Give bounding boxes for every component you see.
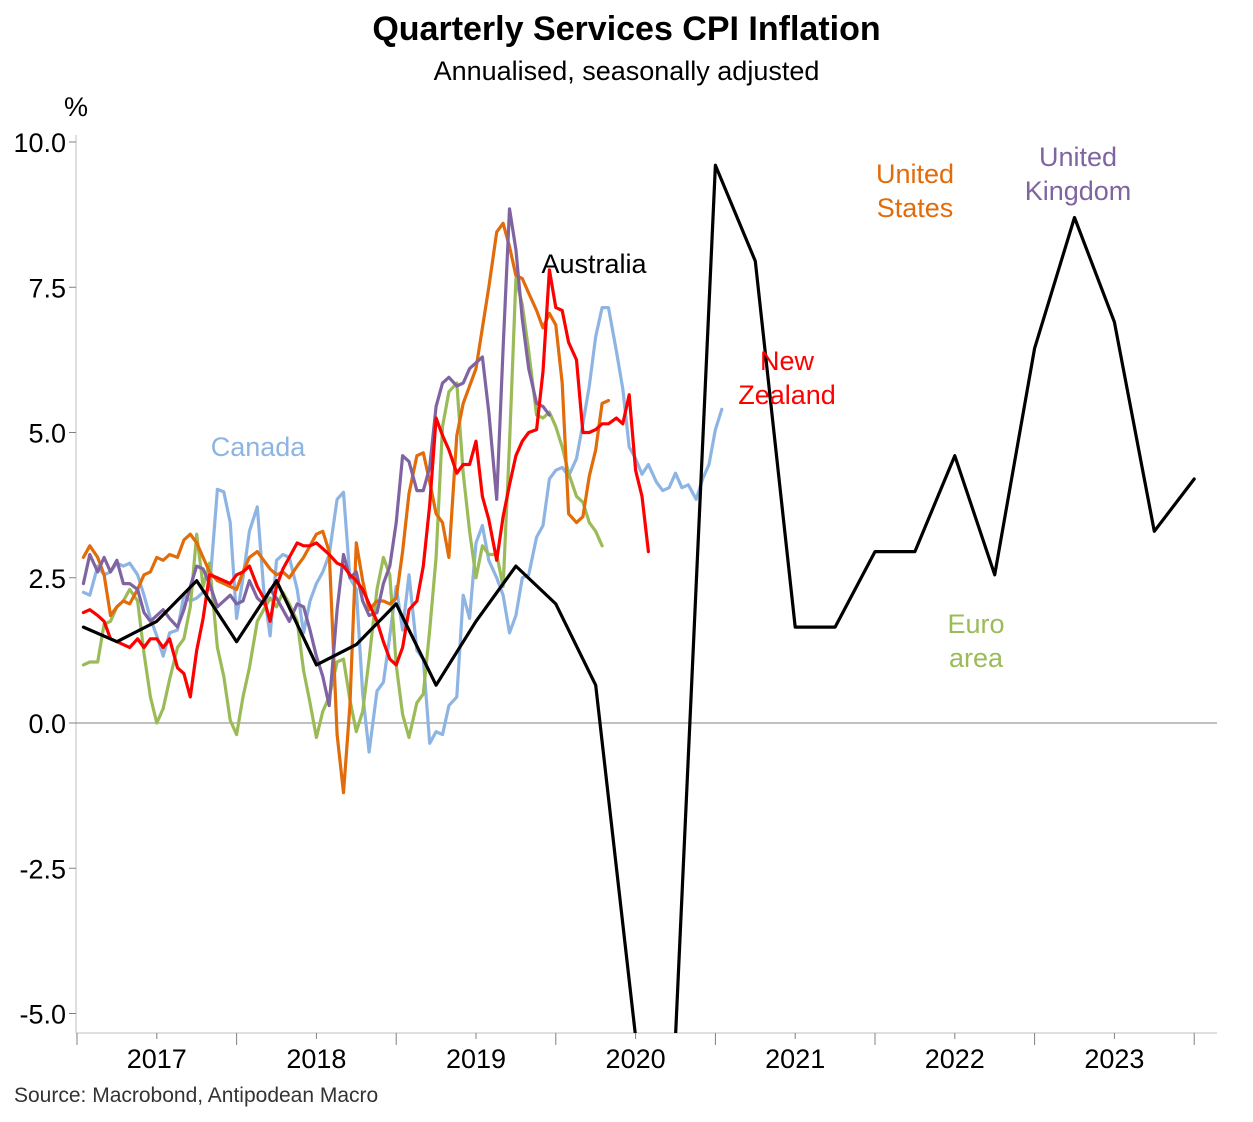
x-tick-label: 2019 [446, 1044, 506, 1074]
series-label-line: Zealand [738, 380, 836, 410]
y-tick-label: 2.5 [28, 564, 66, 594]
chart-series-lines [81, 163, 1196, 1033]
chart-title: Quarterly Services CPI Inflation [372, 10, 881, 48]
x-tick-label: 2020 [606, 1044, 666, 1074]
series-line-canada [81, 306, 724, 754]
source-note: Source: Macrobond, Antipodean Macro [14, 1084, 379, 1107]
y-tick-label: -2.5 [19, 854, 66, 884]
series-label-line: Canada [211, 432, 307, 462]
x-tick-label: 2018 [286, 1044, 346, 1074]
series-label-new-zealand: New Zealand [738, 346, 836, 410]
series-label-line: States [877, 193, 954, 223]
x-tick-label: 2022 [925, 1044, 985, 1074]
chart-subtitle: Annualised, seasonally adjusted [433, 56, 820, 86]
series-label-united-kingdom: United Kingdom [1025, 142, 1132, 206]
x-tick-label: 2023 [1084, 1044, 1144, 1074]
x-tick-label: 2021 [765, 1044, 825, 1074]
series-label-line: area [949, 643, 1004, 673]
series-label-line: United [876, 159, 954, 189]
series-line-australia [81, 163, 1196, 1033]
chart-axes: -5.0 -2.5 0.0 2.5 5.0 7.5 10.0% 2017 2018 2019 202… [13, 92, 1217, 1074]
series-line-united-states [81, 221, 611, 795]
y-tick-label: 5.0 [28, 419, 66, 449]
chart-series-labels: Canada United States United Kingdom Euro area N… [211, 142, 1132, 673]
y-tick-label: 10.0 [13, 128, 66, 158]
series-label-line: Kingdom [1025, 176, 1132, 206]
series-label-australia: Australia [541, 249, 647, 279]
series-line-new-zealand [81, 268, 650, 699]
y-tick-label: -5.0 [19, 1000, 66, 1030]
y-axis-unit-label: % [64, 92, 88, 122]
x-tick-label: 2017 [127, 1044, 187, 1074]
series-label-united-states: United States [876, 159, 954, 223]
series-line-united-kingdom [81, 207, 551, 708]
series-label-line: Euro [947, 609, 1004, 639]
series-line-euro-area [81, 276, 604, 740]
y-tick-label: 0.0 [28, 709, 66, 739]
series-label-line: Australia [541, 249, 647, 279]
series-label-line: United [1039, 142, 1117, 172]
series-label-euro-area: Euro area [947, 609, 1004, 673]
series-label-line: New [760, 346, 815, 376]
series-label-canada: Canada [211, 432, 307, 462]
y-tick-label: 7.5 [28, 273, 66, 303]
